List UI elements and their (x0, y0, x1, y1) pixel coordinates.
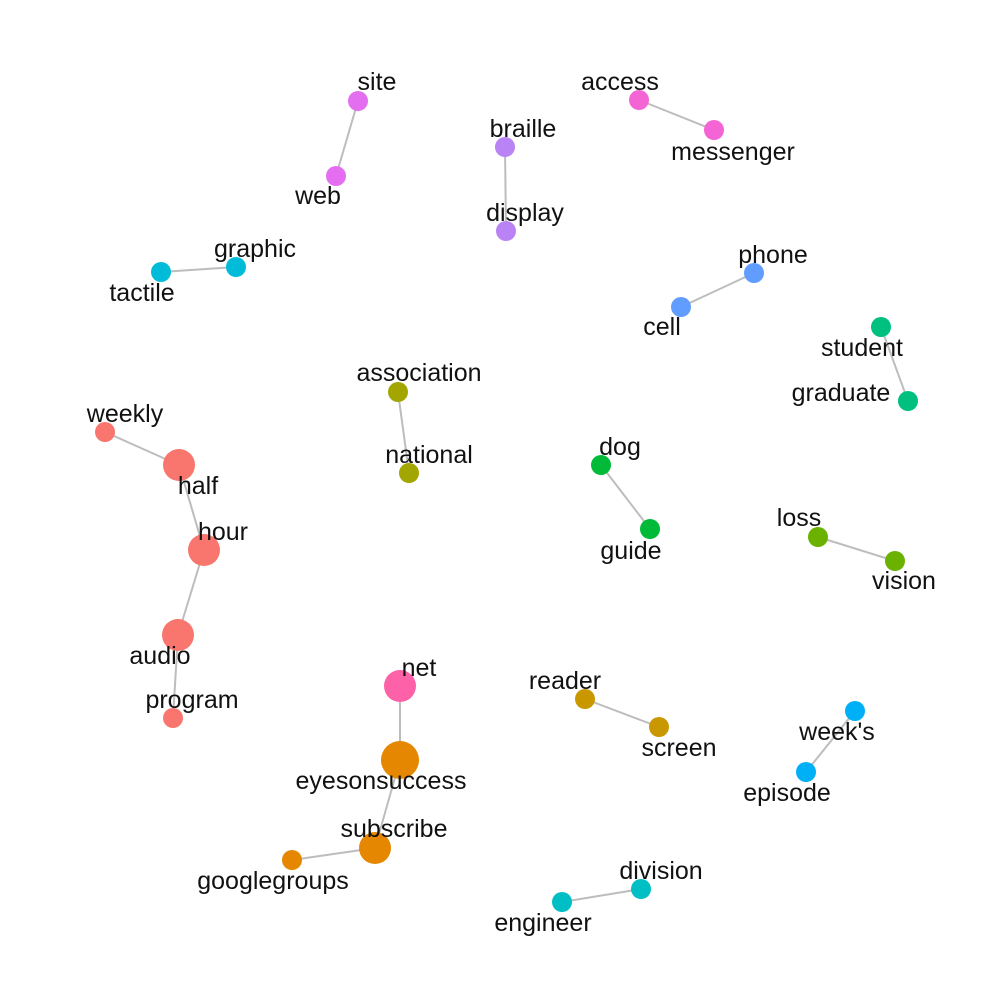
node-half (163, 449, 195, 481)
node-dog (591, 455, 611, 475)
labels-layer: site web access messenger braille display grap… (86, 68, 936, 937)
edge-access-messenger (638, 99, 715, 131)
node-graduate (898, 391, 918, 411)
node-site (348, 91, 368, 111)
node-label-googlegroups: googlegroups (197, 867, 349, 895)
node-label-reader: reader (529, 667, 601, 695)
edge-loss-vision (817, 536, 896, 562)
node-label-site: site (358, 68, 397, 96)
edge-division-engineer (561, 888, 642, 903)
node-access (629, 90, 649, 110)
node-braille (495, 137, 515, 157)
node-loss (808, 527, 828, 547)
node-vision (885, 551, 905, 571)
node-label-subscribe: subscribe (341, 815, 448, 843)
edge-graphic-tactile (160, 266, 237, 273)
node-division (631, 879, 651, 899)
node-phone (744, 263, 764, 283)
node-web (326, 166, 346, 186)
node-program (163, 708, 183, 728)
node-label-audio: audio (129, 642, 190, 670)
node-label-net: net (402, 654, 437, 682)
node-tactile (151, 262, 171, 282)
edge-site-web (335, 100, 359, 177)
node-label-weeks: week's (798, 718, 875, 746)
node-label-half: half (178, 472, 218, 500)
node-graphic (226, 257, 246, 277)
node-hour (188, 534, 220, 566)
node-label-tactile: tactile (109, 279, 174, 307)
node-label-braille: braille (490, 115, 557, 143)
node-display (496, 221, 516, 241)
nodes-layer (95, 90, 918, 912)
node-label-phone: phone (738, 241, 808, 269)
node-label-screen: screen (641, 734, 716, 762)
node-label-messenger: messenger (671, 138, 795, 166)
node-label-weekly: weekly (86, 400, 164, 428)
node-label-association: association (356, 359, 481, 387)
node-label-engineer: engineer (494, 909, 591, 937)
node-guide (640, 519, 660, 539)
node-engineer (552, 892, 572, 912)
node-label-division: division (619, 857, 702, 885)
node-label-national: national (385, 441, 473, 469)
node-googlegroups (282, 850, 302, 870)
node-label-episode: episode (743, 779, 831, 807)
node-weekly (95, 422, 115, 442)
node-eyesonsuccess (381, 741, 419, 779)
edge-association-national (397, 391, 410, 474)
node-label-access: access (581, 68, 659, 96)
edge-dog-guide (600, 464, 651, 530)
node-label-eyesonsuccess: eyesonsuccess (296, 767, 467, 795)
edge-student-graduate (880, 326, 909, 402)
node-label-cell: cell (643, 313, 681, 341)
node-national (399, 463, 419, 483)
node-episode (796, 762, 816, 782)
node-label-loss: loss (777, 504, 821, 532)
node-label-student: student (821, 334, 903, 362)
node-audio (162, 619, 194, 651)
node-label-graphic: graphic (214, 235, 296, 263)
node-subscribe (359, 832, 391, 864)
node-reader (575, 689, 595, 709)
node-weeks (845, 701, 865, 721)
node-label-guide: guide (600, 537, 661, 565)
node-label-web: web (294, 182, 341, 210)
node-label-graduate: graduate (792, 379, 891, 407)
node-cell (671, 297, 691, 317)
node-screen (649, 717, 669, 737)
node-messenger (704, 120, 724, 140)
node-association (388, 382, 408, 402)
edge-reader-screen (584, 698, 660, 728)
edge-braille-display (504, 146, 507, 232)
node-label-display: display (486, 199, 564, 227)
node-label-dog: dog (599, 433, 641, 461)
node-net (384, 670, 416, 702)
node-label-vision: vision (872, 567, 936, 595)
edge-phone-cell (680, 272, 755, 308)
node-label-hour: hour (198, 518, 248, 546)
node-student (871, 317, 891, 337)
edge-weeks-episode (805, 710, 856, 773)
node-label-program: program (145, 686, 238, 714)
